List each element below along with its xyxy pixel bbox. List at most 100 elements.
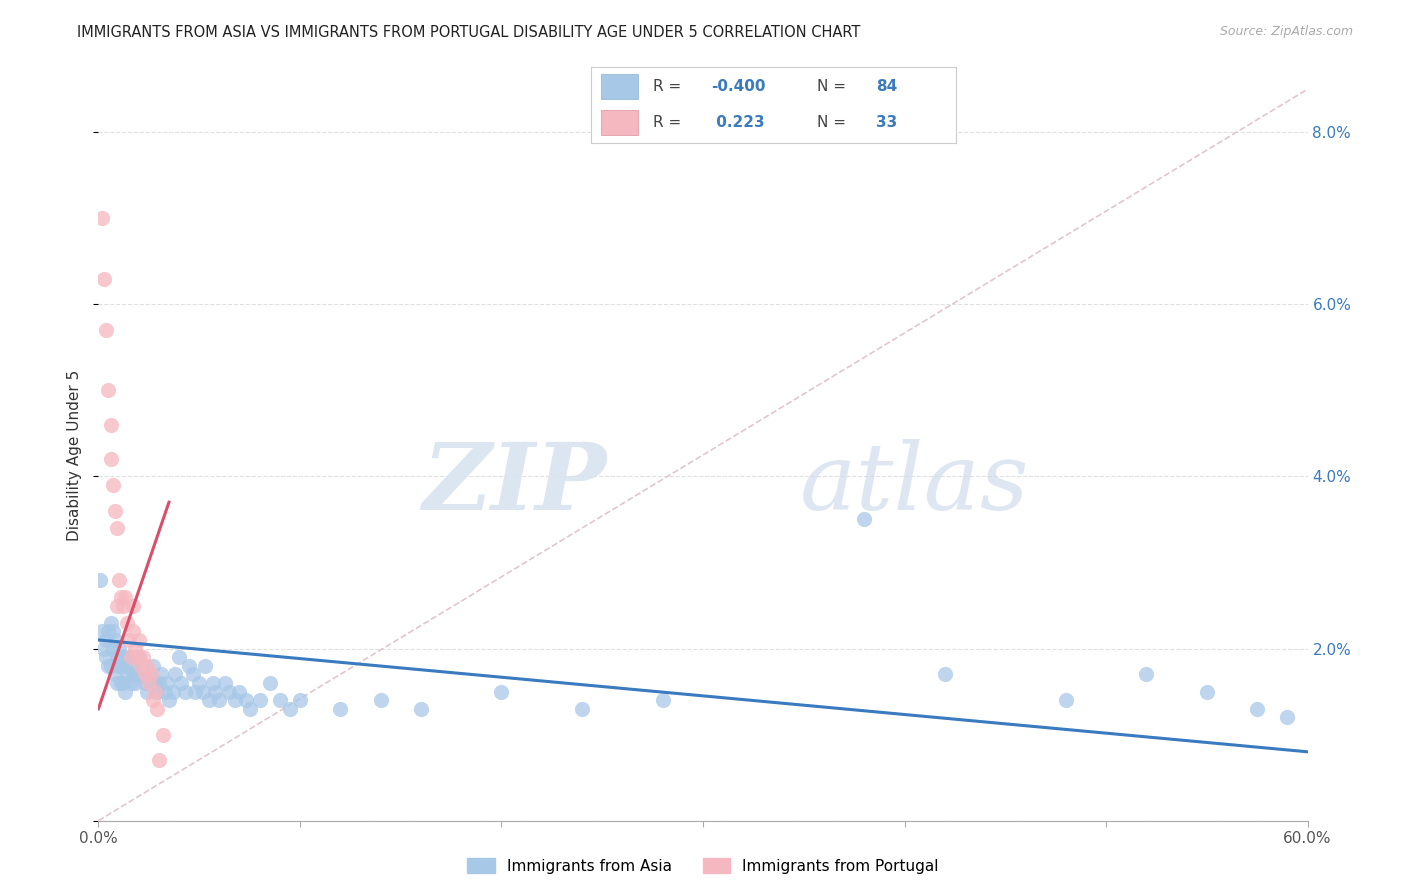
Text: IMMIGRANTS FROM ASIA VS IMMIGRANTS FROM PORTUGAL DISABILITY AGE UNDER 5 CORRELAT: IMMIGRANTS FROM ASIA VS IMMIGRANTS FROM … <box>77 25 860 40</box>
Point <box>107 658 129 673</box>
Point <box>202 676 225 690</box>
Point <box>91 211 114 226</box>
Point <box>138 667 160 681</box>
Legend: Immigrants from Asia, Immigrants from Portugal: Immigrants from Asia, Immigrants from Po… <box>461 852 945 880</box>
Point <box>1246 702 1268 716</box>
Point <box>105 676 128 690</box>
Point <box>120 658 142 673</box>
Point <box>149 667 172 681</box>
Point <box>121 667 143 681</box>
Text: R =: R = <box>652 115 681 130</box>
Point <box>121 624 143 639</box>
Point <box>288 693 311 707</box>
Point <box>120 676 142 690</box>
Point <box>124 641 146 656</box>
Point <box>193 684 215 698</box>
Text: 33: 33 <box>876 115 897 130</box>
Point <box>184 684 207 698</box>
Point <box>1135 667 1157 681</box>
Point <box>142 693 165 707</box>
Point <box>125 667 148 681</box>
Point <box>228 684 250 698</box>
Point <box>135 684 157 698</box>
Point <box>214 676 236 690</box>
Point <box>91 624 114 639</box>
Text: Source: ZipAtlas.com: Source: ZipAtlas.com <box>1219 25 1353 38</box>
Point <box>115 615 138 630</box>
Point <box>96 632 118 647</box>
Point <box>278 702 301 716</box>
Point <box>128 650 150 665</box>
Point <box>134 667 156 681</box>
Point <box>105 599 128 613</box>
Point <box>100 615 122 630</box>
Point <box>93 641 115 656</box>
Point <box>181 667 204 681</box>
Point <box>132 667 155 681</box>
Point <box>105 521 128 535</box>
Text: N =: N = <box>817 78 846 94</box>
Point <box>93 271 115 285</box>
Point <box>139 667 162 681</box>
Point <box>143 684 166 698</box>
Point <box>96 323 118 337</box>
Point <box>157 693 180 707</box>
Point <box>1195 684 1218 698</box>
Point <box>143 676 166 690</box>
Point <box>118 632 141 647</box>
Point <box>138 676 160 690</box>
Point <box>148 676 170 690</box>
Text: ZIP: ZIP <box>422 439 606 529</box>
Point <box>329 702 352 716</box>
Point <box>162 684 184 698</box>
Point <box>163 667 186 681</box>
Point <box>114 658 136 673</box>
Point <box>101 624 124 639</box>
Point <box>853 512 876 526</box>
Point <box>132 650 155 665</box>
Point <box>208 693 231 707</box>
Point <box>152 728 174 742</box>
Point <box>129 658 152 673</box>
Point <box>110 658 132 673</box>
Point <box>111 599 134 613</box>
Point <box>111 676 134 690</box>
Point <box>146 702 169 716</box>
Point <box>97 384 120 398</box>
Point <box>103 504 125 518</box>
Point <box>114 684 136 698</box>
FancyBboxPatch shape <box>602 110 638 136</box>
Point <box>103 667 125 681</box>
Point <box>111 650 134 665</box>
Point <box>934 667 956 681</box>
Point <box>1277 710 1299 724</box>
Point <box>125 650 148 665</box>
Point <box>96 650 118 665</box>
Point <box>135 658 157 673</box>
Point <box>100 658 122 673</box>
Point <box>110 676 132 690</box>
Text: -0.400: -0.400 <box>711 78 766 94</box>
Point <box>491 684 513 698</box>
Point <box>156 676 179 690</box>
Point <box>129 658 152 673</box>
Point <box>124 676 146 690</box>
Point <box>188 676 211 690</box>
Point <box>97 658 120 673</box>
Point <box>121 599 143 613</box>
Point <box>107 573 129 587</box>
Point <box>142 658 165 673</box>
Point <box>239 702 262 716</box>
Point <box>134 676 156 690</box>
Point <box>571 702 593 716</box>
Point <box>139 676 162 690</box>
Point <box>114 590 136 604</box>
Point <box>101 478 124 492</box>
Point <box>101 641 124 656</box>
Point <box>235 693 257 707</box>
Point <box>110 590 132 604</box>
Point <box>194 658 217 673</box>
Point <box>97 624 120 639</box>
Point <box>105 650 128 665</box>
Point <box>118 650 141 665</box>
